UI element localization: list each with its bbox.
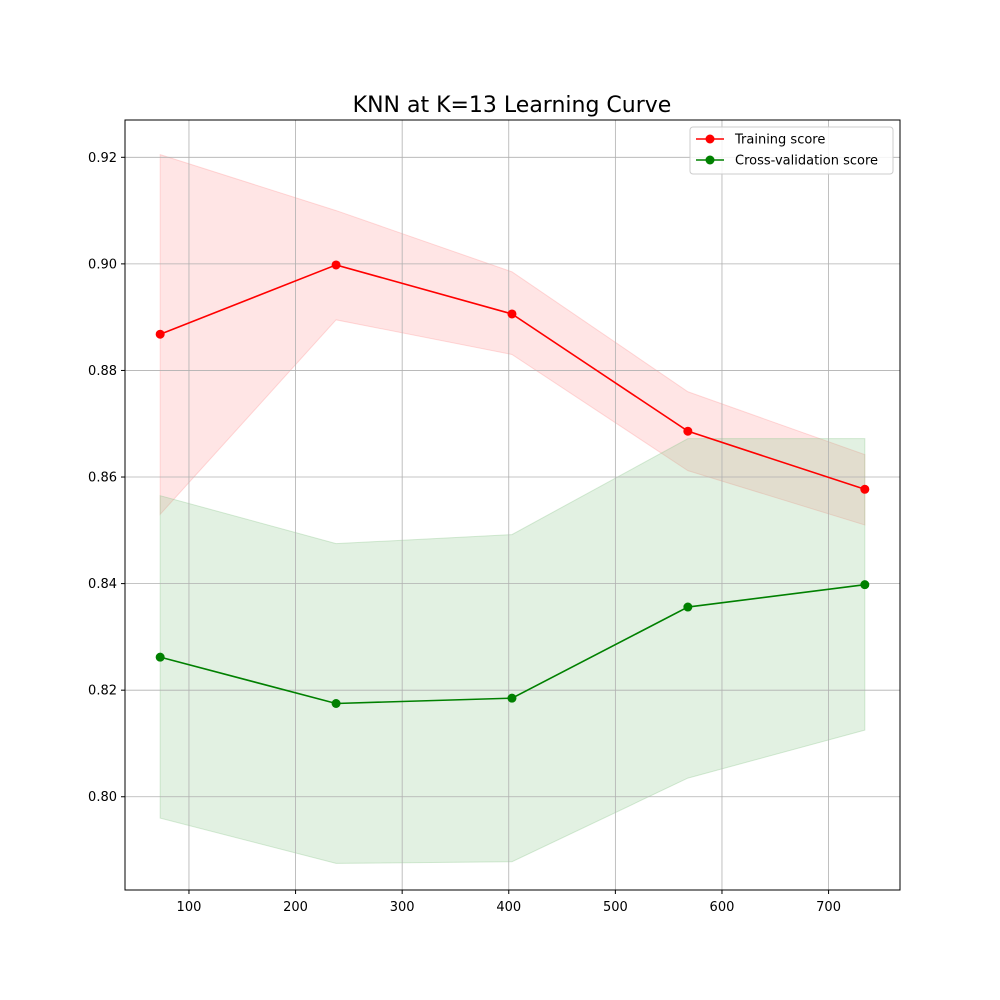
legend-label-1: Cross-validation score <box>735 154 878 169</box>
y-tick-label-5: 0.90 <box>88 257 117 272</box>
x-axis: 100 200 300 400 500 600 700 <box>177 890 841 915</box>
legend-label-0: Training score <box>734 133 825 148</box>
data-point-0-2 <box>507 309 517 319</box>
x-tick-label-0: 100 <box>177 900 202 915</box>
y-tick-label-2: 0.84 <box>88 577 117 592</box>
chart-title: KNN at K=13 Learning Curve <box>353 93 672 118</box>
band-series-1 <box>159 438 866 864</box>
y-tick-label-0: 0.80 <box>88 790 117 805</box>
y-axis: 0.80 0.82 0.84 0.86 0.88 0.90 0.92 <box>88 151 125 805</box>
legend: Training score Cross-validation score <box>689 126 894 175</box>
legend-marker-1 <box>705 155 715 165</box>
data-series <box>155 260 870 708</box>
data-point-1-3 <box>683 602 693 612</box>
y-tick-label-6: 0.92 <box>88 151 117 166</box>
confidence-bands <box>159 153 866 864</box>
data-point-0-3 <box>683 426 693 436</box>
y-tick-label-4: 0.88 <box>88 364 117 379</box>
grid-lines <box>125 120 900 890</box>
legend-marker-0 <box>705 134 715 144</box>
x-tick-label-4: 500 <box>603 900 628 915</box>
data-point-0-1 <box>331 260 341 270</box>
data-point-1-2 <box>507 693 517 703</box>
x-tick-label-2: 300 <box>390 900 415 915</box>
data-point-1-0 <box>155 652 165 662</box>
data-point-0-4 <box>860 484 870 494</box>
y-tick-label-3: 0.86 <box>88 471 117 486</box>
x-tick-label-1: 200 <box>283 900 308 915</box>
legend-box <box>689 126 894 175</box>
data-point-1-4 <box>860 580 870 590</box>
data-point-0-0 <box>155 329 165 339</box>
y-tick-label-1: 0.82 <box>88 684 117 699</box>
plot-frame <box>124 119 901 891</box>
x-tick-label-6: 700 <box>816 900 841 915</box>
data-point-1-1 <box>331 698 341 708</box>
x-tick-label-5: 600 <box>710 900 735 915</box>
x-tick-label-3: 400 <box>496 900 521 915</box>
